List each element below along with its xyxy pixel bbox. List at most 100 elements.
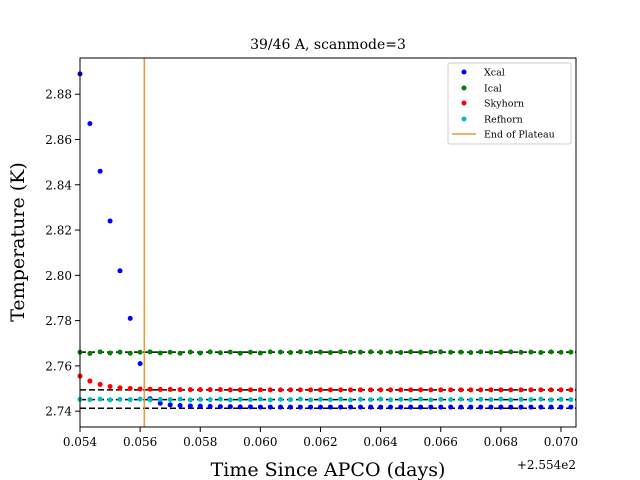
legend-xcal-label: Xcal [484,68,505,79]
point-xcal [257,404,263,410]
point-xcal [498,404,504,410]
y-tick-label: 2.74 [45,405,72,419]
point-xcal [227,404,233,410]
point-ical [418,349,424,355]
point-ical [297,349,303,355]
point-refhorn [438,396,444,402]
point-xcal [157,400,163,406]
point-refhorn [388,397,394,403]
legend-refhorn-label: Refhorn [484,115,523,126]
y-tick-label: 2.86 [45,133,72,147]
point-xcal [548,404,554,410]
y-axis-title: Temperature (K) [7,162,29,322]
series-skyhorn [77,373,574,393]
y-tick-label: 2.76 [45,359,72,373]
point-xcal [187,403,193,409]
point-ical [468,350,474,356]
point-ical [177,350,183,356]
point-xcal [528,404,534,410]
point-ical [538,350,544,356]
point-xcal [468,404,474,410]
point-xcal [287,404,293,410]
point-skyhorn [408,387,414,393]
legend-refhorn-marker [461,116,467,122]
point-xcal [97,168,103,174]
point-skyhorn [388,387,394,393]
point-refhorn [338,396,344,402]
legend-xcal-marker [461,69,467,75]
point-refhorn [97,396,103,402]
point-ical [518,349,524,355]
point-ical [458,349,464,355]
point-xcal [458,404,464,410]
point-refhorn [127,397,133,403]
point-skyhorn [237,387,243,393]
point-ical [147,349,153,355]
x-tick-label: 0.060 [243,435,277,449]
point-ical [508,349,514,355]
point-xcal [408,404,414,410]
data-points [77,71,574,410]
chart-title: 39/46 A, scanmode=3 [250,37,406,53]
legend-entry-ical: Ical [461,84,502,95]
y-tick-label: 2.88 [45,88,72,102]
point-xcal [558,404,564,410]
point-refhorn [538,396,544,402]
point-skyhorn [167,386,173,392]
point-xcal [107,218,113,224]
point-skyhorn [498,387,504,393]
point-xcal [398,404,404,410]
point-skyhorn [308,387,314,393]
point-ical [448,349,454,355]
point-xcal [327,404,333,410]
point-ical [107,350,113,356]
point-skyhorn [548,387,554,393]
point-skyhorn [468,387,474,393]
point-xcal [357,404,363,410]
legend-entry-end-of-plateau: End of Plateau [452,130,555,141]
point-refhorn [147,397,153,403]
point-ical [127,350,133,356]
point-skyhorn [327,387,333,393]
point-refhorn [568,397,574,403]
point-xcal [167,402,173,408]
point-refhorn [207,397,213,403]
point-refhorn [468,397,474,403]
legend-entry-refhorn: Refhorn [461,115,523,126]
point-refhorn [267,397,273,403]
point-refhorn [478,396,484,402]
point-xcal [478,404,484,410]
plot-frame [79,57,577,428]
point-skyhorn [528,387,534,393]
legend: Xcal Ical Skyhorn Refhorn End of Plateau [447,62,572,145]
point-ical [157,350,163,356]
point-refhorn [418,396,424,402]
point-ical [488,349,494,355]
point-refhorn [408,397,414,403]
point-skyhorn [297,387,303,393]
point-xcal [317,404,323,410]
point-refhorn [518,396,524,402]
legend-box [447,62,572,145]
point-refhorn [167,397,173,403]
point-ical [498,349,504,355]
point-ical [237,350,243,356]
x-tick-label: 0.058 [183,435,217,449]
point-xcal [368,404,374,410]
point-ical [97,349,103,355]
point-ical [478,349,484,355]
point-ical [247,349,253,355]
point-xcal [217,404,223,410]
point-skyhorn [197,387,203,393]
point-skyhorn [317,387,323,393]
point-ical [568,349,574,355]
point-xcal [197,403,203,409]
point-skyhorn [338,387,344,393]
point-xcal [448,404,454,410]
point-refhorn [157,396,163,402]
point-refhorn [257,396,263,402]
point-skyhorn [458,387,464,393]
point-refhorn [117,396,123,402]
point-refhorn [458,396,464,402]
